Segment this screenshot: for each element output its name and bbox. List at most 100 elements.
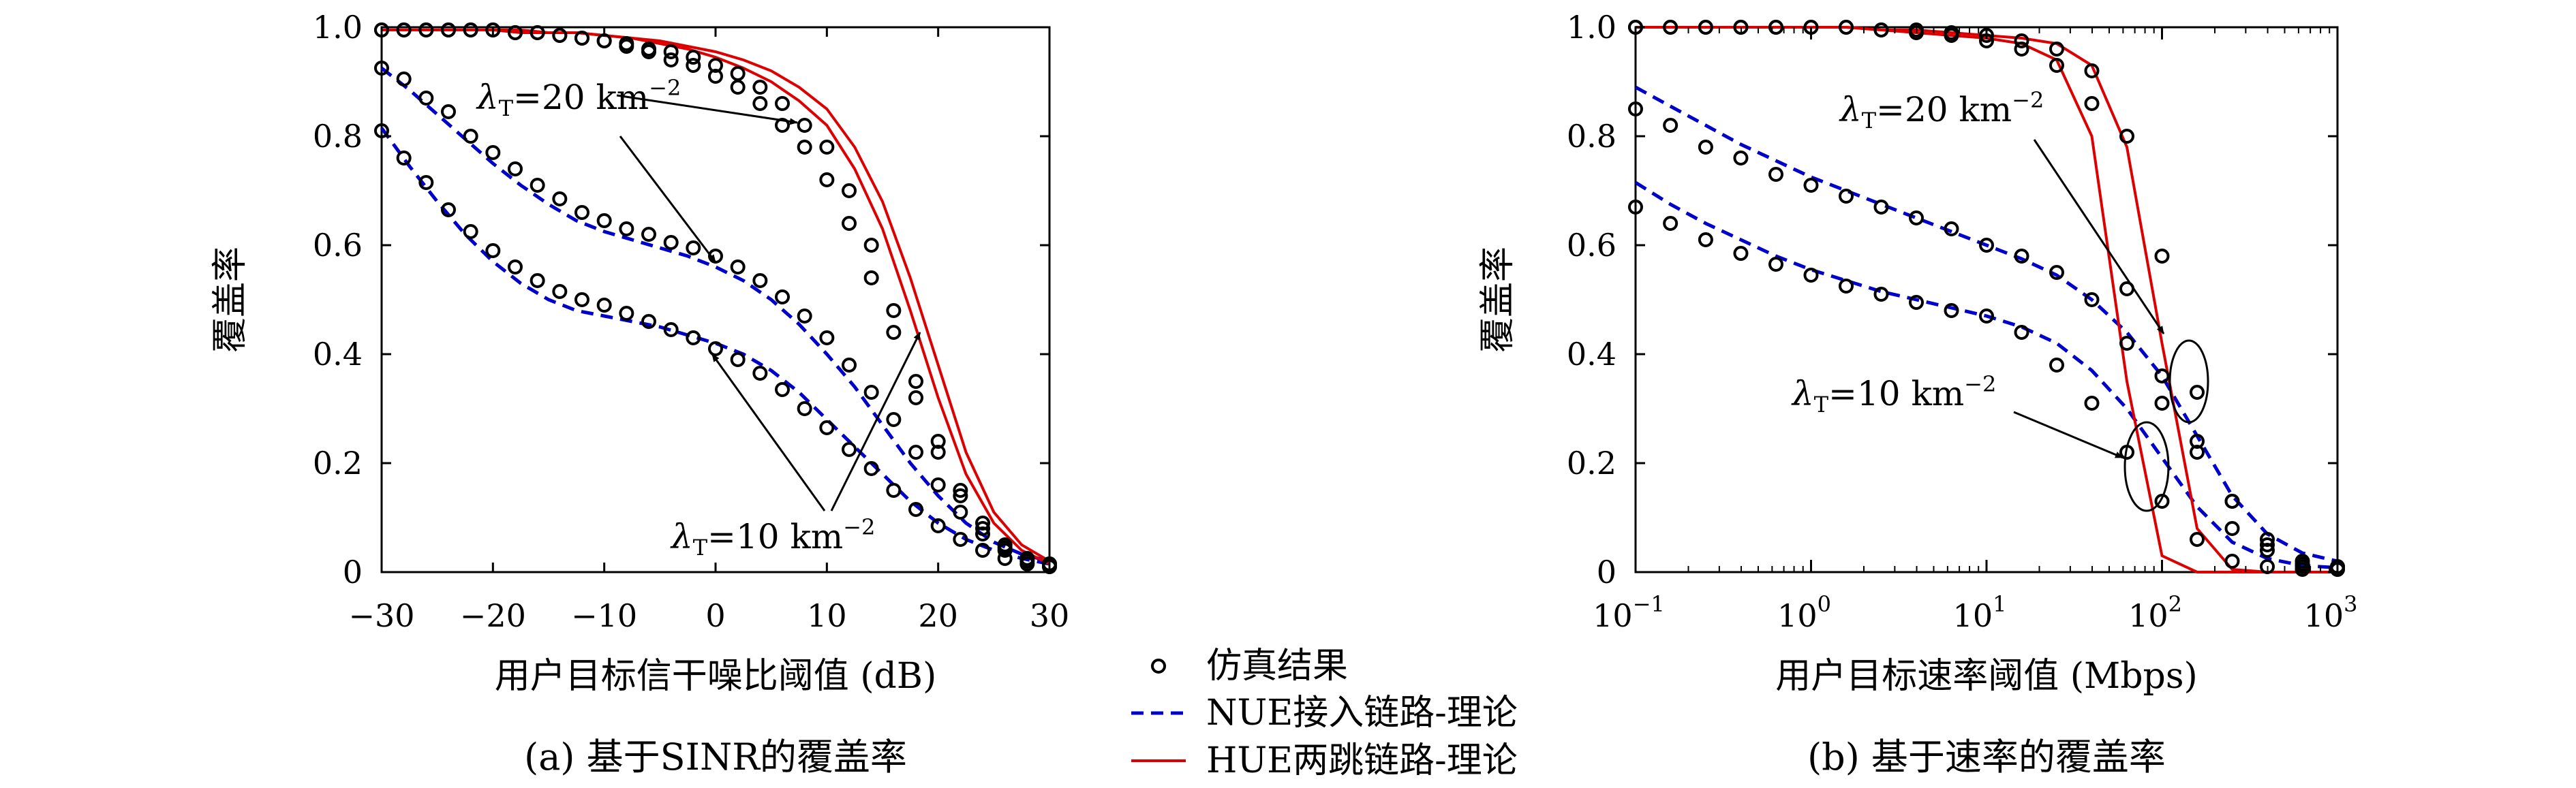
b-sim-3-point — [2190, 532, 2205, 547]
a-sim-3-point — [863, 461, 879, 476]
b-sim-3-point — [1803, 268, 1819, 283]
panel-a-ylabel: 覆盖率 — [210, 247, 251, 353]
a-sim-2-point — [797, 309, 812, 324]
a-sim-1-point — [975, 521, 990, 536]
a-sim-2-point — [908, 445, 923, 460]
b-sim-3-point — [2224, 554, 2240, 569]
legend-nue-label: NUE接入链路-理论 — [1206, 693, 1518, 734]
b-sim-3-point — [1733, 246, 1749, 261]
a-sim-3-point — [775, 382, 790, 397]
a-sim-2-point — [730, 259, 746, 274]
b-sim-0-point — [2190, 385, 2205, 400]
a-sim-3-point — [596, 298, 612, 313]
a-sim-1-point — [752, 96, 768, 111]
panel-b-arrow — [2033, 139, 2165, 334]
a-sim-3-point — [1019, 556, 1035, 571]
b-sim-2-point — [2084, 292, 2100, 307]
b-sim-0-point — [2049, 42, 2065, 57]
b-sim-2-point — [1873, 200, 1889, 215]
a-sim-0-point — [819, 140, 835, 155]
b-xtick-label: 103 — [2304, 591, 2358, 634]
b-sim-0-point — [2154, 249, 2170, 264]
a-sim-1-point — [441, 22, 456, 37]
b-sim-1-point — [2154, 396, 2170, 411]
a-sim-3-point — [441, 202, 456, 217]
b-sim-2-point — [1803, 178, 1819, 193]
a-sim-1-point — [953, 488, 968, 503]
a-ytick-label: 0.2 — [313, 445, 363, 482]
legend-sim-marker — [1151, 659, 1166, 674]
a-sim-3-point — [953, 532, 968, 547]
b-sim-1-point — [2014, 42, 2029, 57]
panel-b-ellipse — [2123, 421, 2170, 512]
a-sim-2-point — [997, 543, 1013, 558]
panel-b: 0 0.2 0.4 0.6 0.8 1.0 10−1 100 101 102 103 覆盖率 用户目… — [1477, 9, 2357, 778]
b-sim-3-point — [1908, 295, 1924, 310]
a-xtick-label: −20 — [460, 597, 526, 634]
a-sim-3-point — [686, 330, 701, 345]
a-sim-3-point — [619, 306, 634, 321]
b-ytick-label: 1.0 — [1567, 9, 1616, 46]
a-sim-3-point — [842, 442, 857, 457]
a-sim-0-point — [752, 80, 768, 95]
b-sim-0-point — [2084, 63, 2100, 78]
a-sim-0-point — [842, 183, 857, 198]
b-sim-0-point — [2119, 129, 2135, 144]
a-sim-1-point — [775, 118, 790, 133]
a-sim-2-point — [596, 213, 612, 228]
panel-a-caption: (a) 基于SINR的覆盖率 — [524, 736, 907, 778]
b-sim-1-point — [1768, 20, 1784, 35]
a-sim-2-point — [686, 240, 701, 255]
b-sim-1-point — [2259, 543, 2275, 558]
b-ytick-label: 0.4 — [1567, 336, 1616, 373]
panel-a-annot-20: λT=20 km−2 — [476, 75, 681, 121]
a-sim-1-point — [663, 52, 679, 67]
a-xtick-label: 30 — [1030, 597, 1070, 634]
a-sim-2-point — [930, 477, 946, 492]
a-sim-3-point — [975, 543, 990, 558]
a-sim-0-point — [730, 66, 746, 81]
a-sim-0-point — [663, 44, 679, 59]
b-sim-3-point — [1979, 309, 1994, 324]
b-sim-3-point — [1839, 279, 1854, 294]
a-sim-2-point — [374, 61, 389, 76]
a-sim-3-point — [886, 483, 902, 498]
b-sim-2-point — [2295, 554, 2310, 569]
a-sim-3-point — [797, 401, 812, 416]
b-sim-2-point — [1698, 140, 1713, 155]
a-sim-1-point — [508, 25, 523, 40]
panel-a-xlabel: 用户目标信干噪比阈值 (dB) — [495, 656, 937, 697]
a-sim-3-point — [574, 292, 589, 307]
panel-b-xlabel: 用户目标速率阈值 (Mbps) — [1775, 656, 2198, 697]
b-sim-3-point — [2049, 358, 2065, 373]
b-sim-3-point — [1768, 257, 1784, 272]
b-xtick-label: 10−1 — [1593, 591, 1665, 634]
b-series-0-line — [1634, 85, 2338, 563]
a-sim-3-point — [908, 502, 923, 517]
a-sim-1-point — [730, 80, 746, 95]
a-sim-1-point — [418, 22, 434, 37]
legend: 仿真结果 NUE接入链路-理论 HUE两跳链路-理论 — [1131, 646, 1518, 781]
a-sim-2-point — [396, 72, 412, 86]
a-ytick-label: 1.0 — [313, 9, 363, 46]
a-sim-2-point — [775, 289, 790, 304]
b-sim-2-point — [2014, 249, 2029, 264]
b-sim-1-point — [1873, 22, 1889, 37]
b-sim-3-point — [1873, 287, 1889, 302]
panel-a-arrow — [619, 136, 717, 263]
a-sim-1-point — [708, 69, 723, 84]
a-sim-0-point — [863, 238, 879, 253]
b-sim-1-point — [1839, 20, 1854, 35]
panel-b-annot-20: λT=20 km−2 — [1839, 87, 2044, 133]
a-sim-2-point — [508, 161, 523, 176]
a-sim-2-point — [663, 235, 679, 250]
a-sim-0-point — [797, 118, 812, 133]
a-ytick-label: 0 — [343, 554, 363, 590]
a-sim-2-point — [863, 385, 879, 400]
a-sim-2-point — [485, 145, 501, 160]
panel-b-annot-10: λT=10 km−2 — [1791, 371, 1996, 417]
b-sim-3-point — [1698, 232, 1713, 247]
legend-sim-label: 仿真结果 — [1206, 646, 1348, 687]
a-ytick-label: 0.8 — [313, 118, 363, 155]
